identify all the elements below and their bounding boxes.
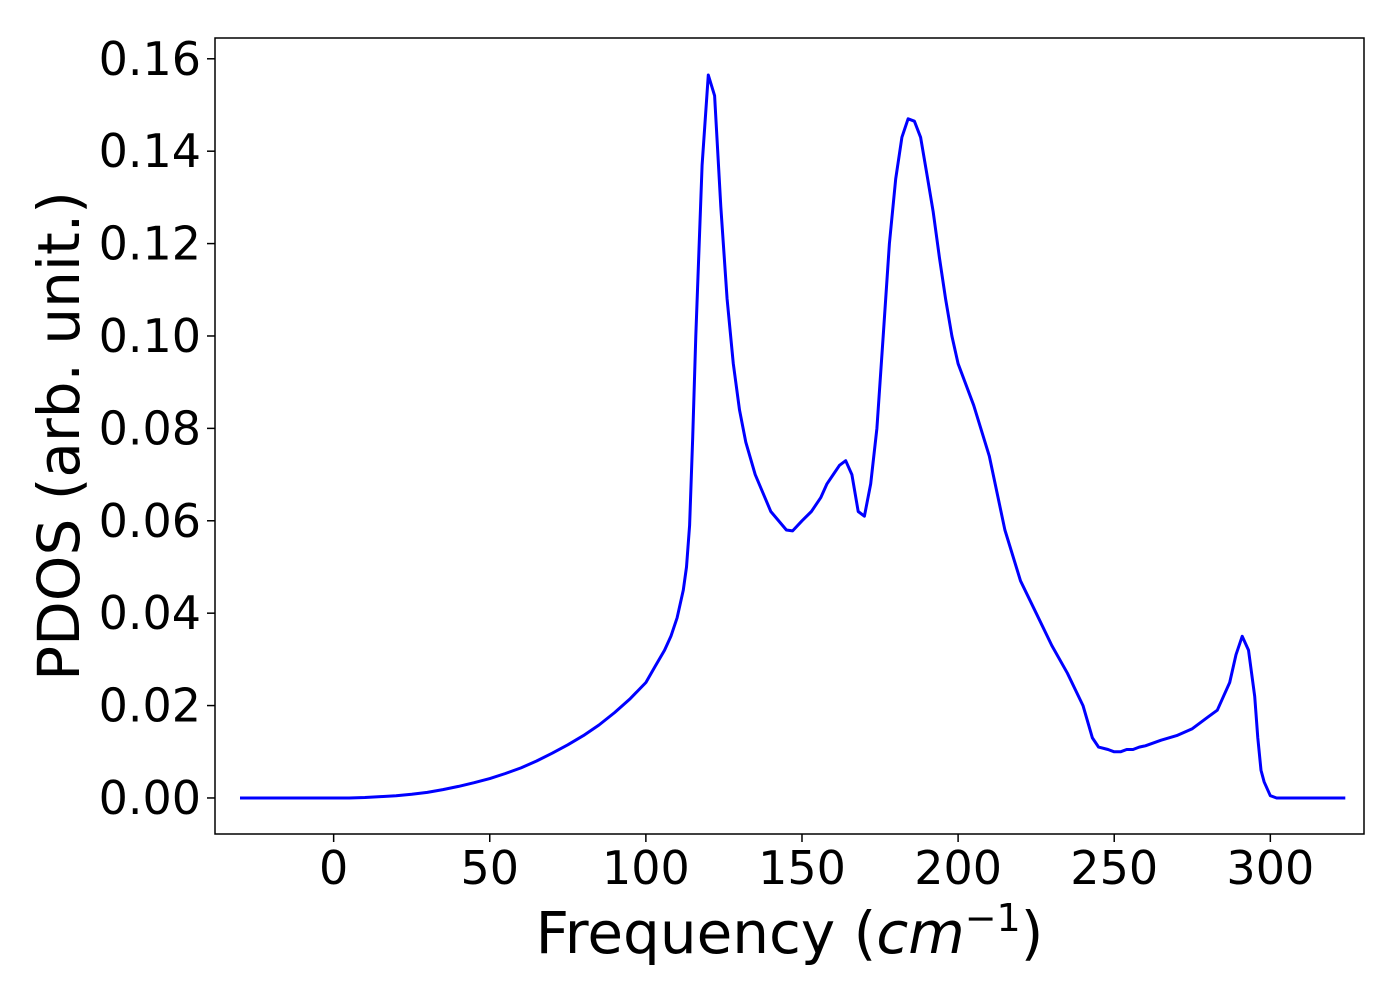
- x-axis-ticks: 0 50 100 150 200 250 300: [319, 834, 1314, 895]
- x-axis-label-close: ): [1021, 899, 1044, 967]
- y-tick-label: 0.12: [99, 217, 201, 271]
- y-tick-label: 0.06: [99, 494, 201, 548]
- x-axis-label: Frequency (cm−1): [536, 896, 1044, 967]
- x-tick-label: 250: [1070, 841, 1158, 895]
- x-tick-label: 150: [758, 841, 846, 895]
- x-tick-label: 300: [1226, 841, 1314, 895]
- y-tick-label: 0.16: [99, 32, 201, 86]
- y-axis-ticks: 0.00 0.02 0.04 0.06 0.08 0.10 0.12 0.14 0.16: [99, 32, 215, 825]
- y-axis-label: PDOS (arb. unit.): [25, 191, 93, 681]
- y-tick-label: 0.00: [99, 771, 201, 825]
- x-tick-label: 0: [319, 841, 348, 895]
- y-tick-label: 0.14: [99, 124, 201, 178]
- x-axis-label-exponent: −1: [965, 896, 1021, 940]
- pdos-series-line: [240, 73, 1346, 800]
- y-tick-label: 0.02: [99, 679, 201, 733]
- plot-area: [214, 37, 1365, 835]
- x-axis-label-math: cm: [876, 899, 964, 967]
- x-tick-label: 50: [460, 841, 519, 895]
- y-tick-label: 0.04: [99, 586, 201, 640]
- x-tick-label: 100: [602, 841, 690, 895]
- y-tick-label: 0.10: [99, 309, 201, 363]
- x-axis-label-text: Frequency (: [536, 899, 877, 967]
- axes-frame: [214, 37, 1365, 835]
- x-tick-label: 200: [914, 841, 1002, 895]
- y-tick-label: 0.08: [99, 401, 201, 455]
